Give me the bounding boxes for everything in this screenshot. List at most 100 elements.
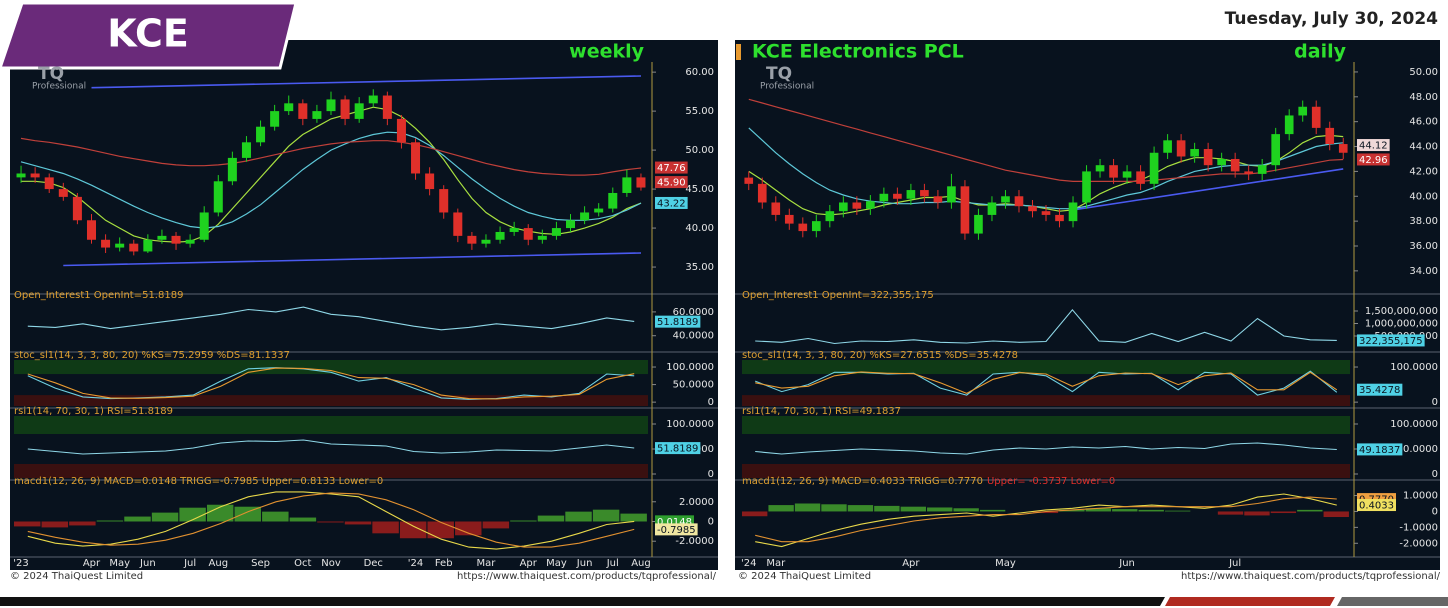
price-tag-label: 0.0148 [657,517,692,528]
candle-body [411,142,421,174]
line [27,439,635,455]
overbought-zone [14,416,648,434]
price-tag-label: 43.22 [657,198,686,209]
footer-bar [0,597,1165,606]
indicator-name: Open_Interest1 OpenInt=322,355,175 [742,290,934,301]
histogram-bar [953,508,979,512]
overbought-zone [742,416,1350,434]
candle-body [129,243,139,252]
candle-body [171,235,181,244]
y-tick-label: 0 [1432,469,1438,480]
candle-body [241,142,251,158]
title-marker [736,44,741,60]
oversold-zone [742,395,1350,406]
y-tick-label: 100.0000 [1390,362,1438,373]
date: Tuesday, July 30, 2024 [1225,9,1439,29]
price-tag-label: 51.8189 [657,444,698,455]
y-tick-label: 48.00 [1409,92,1438,103]
url: https://www.thaiquest.com/products/tqpro… [457,571,717,582]
candle-body [16,173,26,178]
histogram-bar [455,521,482,536]
candle-body [757,183,767,203]
candle-body [1271,134,1281,166]
candle-body [594,208,604,213]
candle-body [947,186,956,203]
candle-body [974,214,983,234]
candle-body [811,221,821,232]
x-tick-label: Nov [321,558,341,569]
histogram-bar [69,521,96,526]
logo-mark: TQ [38,64,64,84]
ticker-badge [0,1,298,70]
candle-body [987,202,997,215]
x-tick-label: Apr [902,558,920,569]
indicator-name: stoc_sl1(14, 3, 3, 80, 20) %KS=27.6515 %… [742,350,1018,361]
candle-body [1041,211,1051,215]
histogram-bar [179,507,206,522]
x-tick-label: Aug [209,558,229,569]
indicator-name: macd1(12, 26, 9) MACD=0.0148 TRIGG=-0.79… [14,476,383,487]
x-tick-label: Jun [576,558,593,569]
indicator-name: macd1(12, 26, 9) MACD=0.4033 TRIGG=0.777… [742,476,983,487]
candle-body [893,193,902,199]
candle-body [1095,165,1105,172]
line [27,491,635,550]
histogram-bar [874,505,900,512]
price-tag-label: 322,355,175 [1359,336,1423,347]
histogram-bar [847,505,874,512]
candle-body [368,95,378,104]
line [20,137,642,176]
candle-body [1028,206,1037,212]
left-panel [10,40,718,570]
x-tick-label: '24 [408,558,423,569]
overbought-zone [742,360,1350,375]
x-tick-label: Jun [139,558,156,569]
x-tick-label: Apr [520,558,538,569]
line [755,442,1337,455]
candle-body [354,103,364,119]
y-tick-label: 60.00 [685,67,714,78]
candle-body [1014,196,1024,207]
histogram-bar [372,521,399,534]
x-tick-label: Mar [477,558,497,569]
price-tag [655,315,701,328]
candle-body [495,231,505,240]
candle-body [1325,127,1335,145]
histogram-bar [124,516,151,522]
y-tick-label: 1,500,000,000 [1365,306,1438,317]
line [27,306,635,331]
candle-body [1176,140,1186,157]
overbought-zone [14,360,648,375]
histogram-bar [399,521,427,539]
histogram-bar [1244,511,1270,516]
period: weekly [569,41,644,63]
x-tick-label: Jul [183,558,196,569]
indicator-label: stoc_sl1(14, 3, 3, 80, 20) %KS=75.2959 %… [14,350,290,361]
y-tick-label: 50.0000 [1397,444,1438,455]
price-tag [655,176,688,189]
histogram-bar [1217,511,1244,515]
histogram-bar [1270,511,1297,514]
price-tag [655,161,688,174]
histogram-bar [41,521,69,528]
y-tick-label: 1,000,000,000 [1365,319,1438,330]
price-tag-label: 51.8189 [657,317,698,328]
indicator-label: rsi1(14, 70, 30, 1) RSI=49.1837 [742,406,901,417]
indicator-label: macd1(12, 26, 9) MACD=0.4033 TRIGG=0.777… [742,476,1115,487]
logo-text: Professional [760,82,814,92]
candle-body [1149,152,1159,184]
x-tick-label: Sep [251,558,270,569]
y-tick-label: 34.00 [1409,266,1438,277]
x-tick-label: May [995,558,1016,569]
separators [10,62,1440,558]
candle-body [566,220,576,229]
candle-body [213,181,223,213]
x-tick-label: Feb [435,558,453,569]
candle-body [143,239,153,252]
histogram-bar [1112,509,1138,512]
histogram-bar [151,512,179,522]
y-tick-label: 50.00 [1409,67,1438,78]
line [754,370,1338,396]
histogram-bar [510,520,537,522]
candle-body [1163,140,1172,153]
